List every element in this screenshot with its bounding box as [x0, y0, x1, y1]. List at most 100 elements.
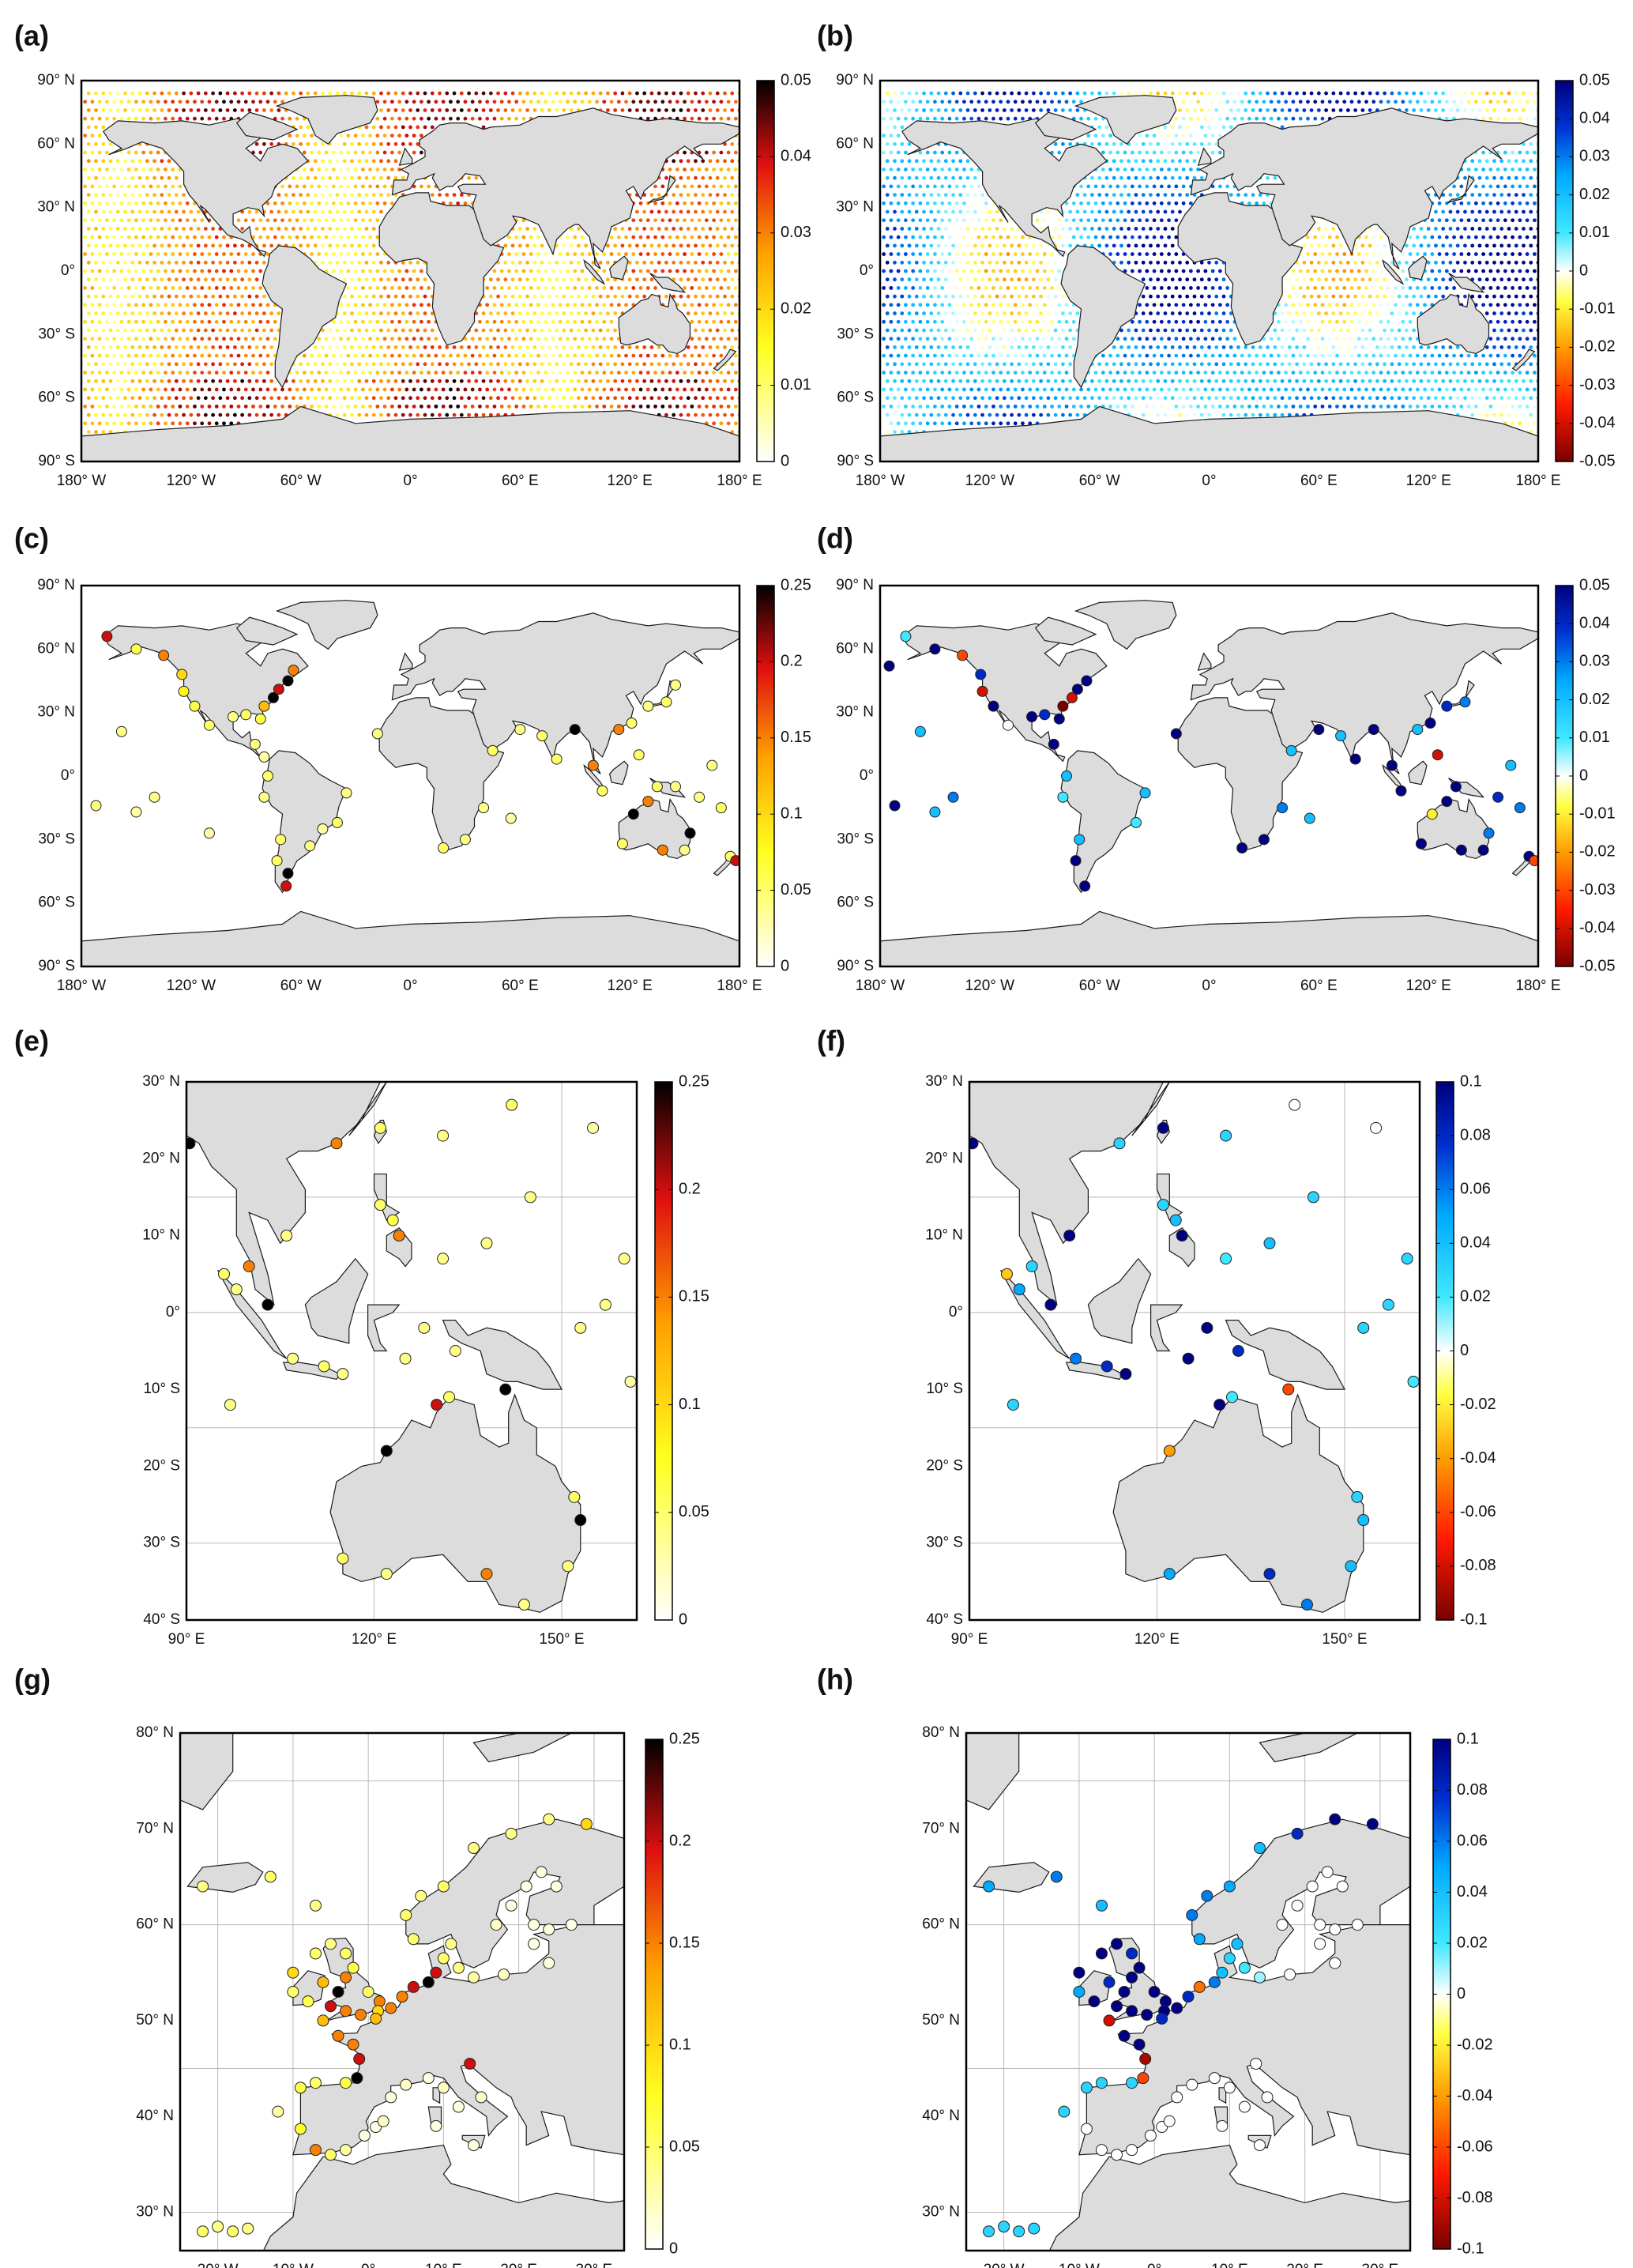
- field-dot: [149, 235, 153, 239]
- field-dot: [940, 252, 945, 256]
- field-dot: [733, 303, 738, 307]
- field-dot: [317, 218, 322, 223]
- field-dot: [954, 252, 959, 256]
- field-dot: [555, 91, 559, 96]
- field-dot: [976, 353, 981, 358]
- field-dot: [104, 184, 109, 189]
- field-dot: [488, 396, 493, 401]
- field-dot: [1408, 387, 1413, 392]
- field-dot: [115, 175, 120, 180]
- field-dot: [1338, 294, 1343, 299]
- field-dot: [1327, 252, 1332, 256]
- field-dot: [973, 193, 977, 198]
- field-dot: [1181, 116, 1186, 121]
- field-dot: [1031, 311, 1036, 315]
- field-dot: [715, 311, 720, 315]
- field-dot: [976, 421, 981, 426]
- field-dot: [1192, 379, 1197, 383]
- field-dot: [1284, 371, 1289, 375]
- field-dot: [1207, 141, 1211, 146]
- field-dot: [350, 141, 354, 146]
- field-dot: [1123, 269, 1127, 273]
- field-dot: [1390, 379, 1394, 383]
- field-dot: [430, 345, 435, 349]
- field-dot: [965, 413, 970, 417]
- field-dot: [1097, 227, 1102, 231]
- field-dot: [668, 353, 672, 358]
- field-dot: [119, 387, 124, 392]
- field-dot: [1383, 243, 1387, 248]
- field-dot: [1145, 134, 1149, 138]
- field-dot: [896, 421, 901, 426]
- field-dot: [525, 91, 529, 96]
- field-dot: [258, 100, 263, 104]
- field-dot: [1507, 328, 1511, 333]
- field-dot: [225, 277, 230, 282]
- field-dot: [1415, 371, 1420, 375]
- landmass: [649, 273, 687, 293]
- y-tick-label: 0°: [61, 262, 75, 279]
- field-dot: [342, 379, 347, 383]
- field-dot: [382, 201, 387, 205]
- field-dot: [1364, 404, 1368, 409]
- field-dot: [1028, 371, 1033, 375]
- field-dot: [229, 387, 234, 392]
- field-dot: [156, 387, 160, 392]
- field-dot: [335, 379, 340, 383]
- field-dot: [254, 227, 259, 231]
- field-dot: [178, 404, 182, 409]
- field-dot: [1499, 209, 1504, 214]
- field-dot: [115, 227, 120, 231]
- field-dot: [943, 294, 948, 299]
- field-dot: [1320, 235, 1325, 239]
- field-dot: [569, 227, 574, 231]
- field-dot: [991, 404, 995, 409]
- field-dot: [668, 168, 672, 171]
- field-dot: [1185, 125, 1190, 130]
- field-dot: [1167, 371, 1171, 375]
- field-dot: [1525, 303, 1530, 307]
- field-dot: [903, 150, 908, 155]
- field-dot: [1042, 387, 1047, 392]
- field-dot: [1006, 371, 1010, 375]
- field-dot: [936, 175, 941, 180]
- field-dot: [218, 413, 223, 417]
- field-dot: [137, 396, 142, 401]
- field-dot: [214, 421, 219, 426]
- field-dot: [1181, 353, 1186, 358]
- field-dot: [620, 379, 625, 383]
- field-dot: [321, 379, 325, 383]
- field-dot: [885, 362, 890, 367]
- field-dot: [933, 404, 937, 409]
- field-dot: [160, 260, 164, 265]
- field-dot: [441, 100, 446, 104]
- field-dot: [686, 345, 690, 349]
- field-dot: [1466, 404, 1471, 409]
- field-dot: [101, 193, 106, 198]
- field-dot: [292, 379, 295, 383]
- field-dot: [1477, 413, 1482, 417]
- field-dot: [1141, 345, 1146, 349]
- field-dot: [90, 116, 95, 121]
- field-dot: [566, 404, 570, 409]
- field-dot: [627, 277, 632, 282]
- field-dot: [507, 269, 511, 273]
- field-dot: [171, 235, 175, 239]
- field-dot: [719, 100, 724, 104]
- field-dot: [1262, 371, 1266, 375]
- field-dot: [947, 269, 952, 273]
- field-dot: [404, 371, 409, 375]
- field-dot: [1280, 396, 1285, 401]
- field-dot: [108, 91, 113, 96]
- field-dot: [254, 413, 259, 417]
- field-dot: [149, 150, 153, 155]
- field-dot: [393, 141, 398, 146]
- field-dot: [167, 108, 171, 112]
- field-dot: [694, 345, 698, 349]
- field-dot: [929, 311, 934, 315]
- field-dot: [134, 319, 138, 324]
- field-dot: [587, 387, 592, 392]
- field-dot: [174, 209, 179, 214]
- field-dot: [280, 184, 284, 189]
